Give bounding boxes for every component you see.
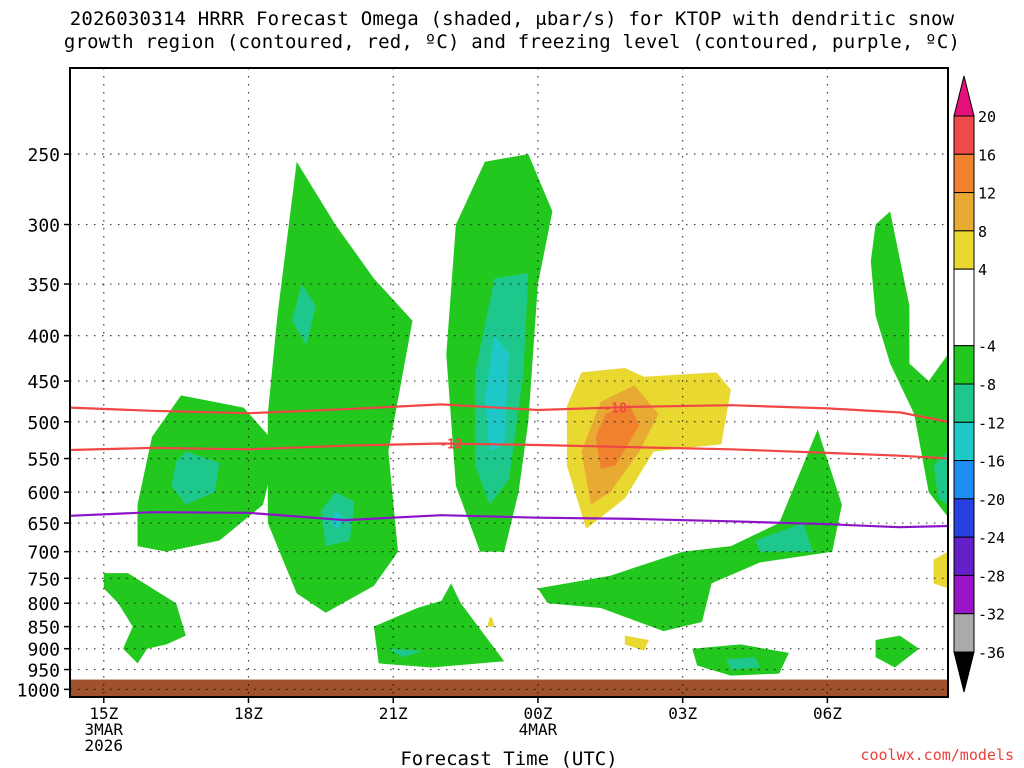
colorbar-over-arrow — [953, 75, 975, 117]
omega-region-20 — [933, 451, 948, 505]
colorbar-label: -4 — [978, 338, 996, 356]
x-tick-label: 00Z — [523, 704, 552, 723]
omega-region-18 — [726, 657, 760, 670]
colorbar-label: 20 — [978, 108, 996, 126]
y-tick-label: 600 — [27, 483, 60, 504]
y-tick-label: 250 — [27, 145, 60, 166]
y-tick-label: 750 — [27, 569, 60, 590]
contour-line-2 — [70, 511, 948, 529]
omega-region-8 — [484, 335, 509, 452]
colorbar-bin-4 — [953, 268, 975, 347]
omega-region-21 — [875, 635, 920, 668]
colorbar-label: -24 — [978, 529, 1005, 547]
colorbar: 20 16 12 8 4 -4 -8 -12 -16 -20 -24 -28 -32 -36 — [953, 75, 1005, 693]
y-tick-label: 850 — [27, 618, 60, 639]
colorbar-label: 8 — [978, 223, 987, 241]
contour-label: -18 — [603, 401, 627, 416]
colorbar-label: 16 — [978, 146, 996, 164]
contour-label: -12 — [439, 438, 462, 453]
y-tick-label: 350 — [27, 275, 60, 296]
y-tick-label: 800 — [27, 594, 60, 615]
colorbar-bin-0 — [953, 115, 975, 155]
x-tick-label: 21Z — [379, 704, 408, 723]
y-tick-label: 900 — [27, 640, 60, 661]
colorbar-bin-6 — [953, 383, 975, 423]
colorbar-label: -28 — [978, 567, 1005, 585]
omega-region-22 — [624, 635, 649, 651]
chart-title: 2026030314 HRRR Forecast Omega (shaded, … — [0, 8, 1024, 54]
contour-line-0 — [70, 403, 948, 423]
omega-region-1 — [171, 451, 220, 505]
omega-region-15 — [373, 583, 505, 668]
omega-region-23 — [933, 551, 948, 589]
omega-region-13 — [755, 523, 813, 552]
colorbar-under-arrow — [953, 651, 975, 693]
colorbar-bin-7 — [953, 421, 975, 462]
x-tick-year: 2026 — [85, 736, 124, 755]
colorbar-bin-11 — [953, 574, 975, 615]
y-tick-label: 550 — [27, 450, 60, 471]
colorbar-label: -16 — [978, 453, 1005, 471]
colorbar-bin-8 — [953, 460, 975, 500]
omega-region-14 — [103, 573, 186, 664]
x-tick-label: 03Z — [668, 704, 697, 723]
colorbar-label: -20 — [978, 491, 1005, 509]
omega-region-16 — [388, 648, 423, 658]
credit-link[interactable]: coolwx.com/models — [860, 746, 1014, 764]
omega-shading — [103, 154, 948, 676]
grid-lines — [70, 68, 948, 697]
x-tick-date: 4MAR — [519, 720, 558, 739]
y-tick-label: 700 — [27, 543, 60, 564]
colorbar-label: -8 — [978, 376, 996, 394]
colorbar-bin-12 — [953, 613, 975, 653]
omega-region-24 — [487, 617, 495, 627]
y-tick-label: 500 — [27, 413, 60, 434]
y-tick-label: 400 — [27, 327, 60, 348]
x-tick-label: 15Z — [89, 704, 118, 723]
x-tick-label: 18Z — [234, 704, 263, 723]
y-tick-label: 300 — [27, 216, 60, 237]
y-axis: 2503003504004505005506006507007508008509… — [17, 145, 70, 701]
colorbar-bin-5 — [953, 345, 975, 385]
omega-region-11 — [595, 404, 640, 469]
colorbar-bin-10 — [953, 536, 975, 576]
colorbar-bin-2 — [953, 192, 975, 232]
omega-region-12 — [537, 429, 842, 632]
contour-line-1 — [70, 442, 948, 460]
y-tick-label: 650 — [27, 514, 60, 535]
plot-frame — [69, 67, 949, 698]
colorbar-bin-3 — [953, 230, 975, 270]
colorbar-label: -32 — [978, 606, 1005, 624]
colorbar-label: 12 — [978, 185, 996, 203]
x-tick-label: 06Z — [813, 704, 842, 723]
x-axis-label: Forecast Time (UTC) — [400, 748, 617, 768]
omega-region-19 — [870, 211, 948, 518]
colorbar-bin-9 — [953, 498, 975, 538]
contour-lines: -18 -12 — [70, 401, 948, 529]
ground-band — [70, 679, 948, 697]
y-tick-label: 1000 — [17, 680, 60, 701]
colorbar-bin-1 — [953, 153, 975, 194]
omega-region-2 — [267, 161, 413, 613]
title-line-2: growth region (contoured, red, ºC) and f… — [63, 31, 961, 53]
y-tick-label: 450 — [27, 372, 60, 393]
x-tick-date: 3MAR — [85, 720, 124, 739]
omega-region-3 — [291, 284, 316, 346]
colorbar-label: 4 — [978, 261, 987, 279]
colorbar-label: -12 — [978, 414, 1005, 432]
colorbar-label: -36 — [978, 644, 1005, 662]
title-line-1: 2026030314 HRRR Forecast Omega (shaded, … — [69, 8, 955, 30]
y-tick-label: 950 — [27, 661, 60, 682]
